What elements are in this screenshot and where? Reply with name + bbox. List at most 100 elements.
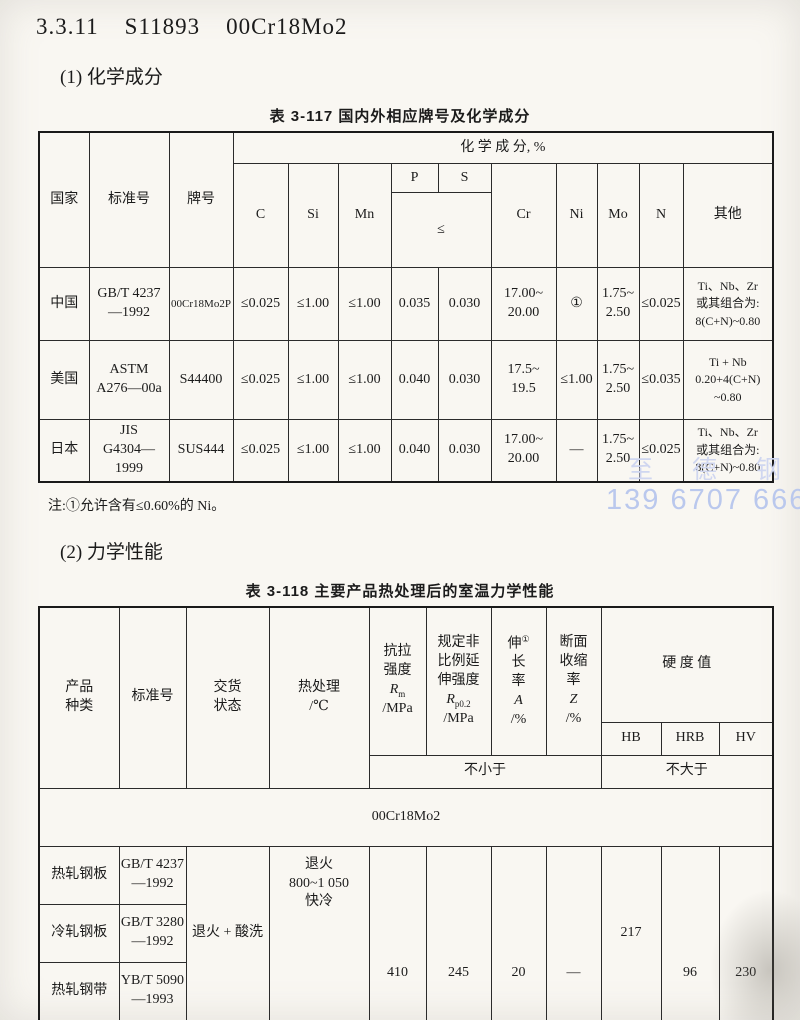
- table-cell: 410: [368, 845, 427, 1020]
- table-cell: HB: [600, 721, 662, 756]
- table-cell: 1.75~ 2.50: [596, 418, 640, 483]
- table-cell: 热处理/℃: [268, 606, 370, 789]
- table-cell: ≤0.025: [232, 267, 289, 341]
- table-cell: 00Cr18Mo2P: [168, 267, 234, 341]
- table-cell: 0.040: [390, 340, 439, 420]
- table-cell: 0.030: [437, 267, 492, 341]
- table-cell: ≤1.00: [555, 340, 598, 420]
- table-cell: GB/T 3280 —1992: [118, 903, 187, 963]
- table-cell: 中国: [38, 267, 90, 341]
- table-cell: 17.00~ 20.00: [490, 418, 557, 483]
- subsection-mechanical-properties: (2) 力学性能: [60, 541, 163, 563]
- table-cell: 交货 状态: [185, 606, 270, 789]
- steel-grade: 00Cr18Mo2: [226, 14, 348, 39]
- table-cell: 退火 800~1 050 快冷: [268, 845, 370, 1020]
- table-cell: Mn: [337, 163, 392, 268]
- table-cell: 0.030: [437, 418, 492, 483]
- table-cell: 退火 + 酸洗: [185, 845, 270, 1020]
- table-row: C Si Mn P S Cr Ni Mo N 其他: [39, 163, 774, 268]
- table-cell: Mo: [596, 163, 640, 268]
- table1-title: 表 3-117 国内外相应牌号及化学成分: [269, 108, 531, 125]
- table-cell: 标准号: [118, 606, 187, 789]
- table-cell: ≤0.025: [232, 340, 289, 420]
- table-cell: 20: [490, 845, 547, 1020]
- table-cell: C: [232, 163, 289, 268]
- table-cell: 0.035: [390, 267, 439, 341]
- table-cell: ≤1.00: [337, 418, 392, 483]
- table-cell: ≤1.00: [287, 340, 339, 420]
- table-row: 00Cr18Mo2: [38, 787, 774, 847]
- table-cell: 断面 收缩率 Z/%: [545, 606, 602, 756]
- table-cell: ≤0.025: [232, 418, 289, 483]
- table-cell: ≤0.025: [638, 267, 684, 341]
- table-cell: 17.5~ 19.5: [490, 340, 557, 420]
- footnote: 注:①允许含有≤0.60%的 Ni。: [48, 498, 226, 514]
- table-cell: 伸① 长率 A/%: [490, 606, 547, 756]
- table-row: HB HRB HV: [39, 721, 774, 756]
- table-row: 产品 种类 标准号 交货 状态 热处理/℃ 抗拉 强度 Rm/MPa 规定非 比例延 伸强度 Rp0.2…: [38, 606, 774, 789]
- table-cell: 产品 种类: [38, 606, 120, 789]
- chemical-composition-table: 国家 标准号 牌号化 学 成 分, % C Si Mn P S Cr Ni Mo N 其他 ≤ 中国 GB/T…: [38, 131, 775, 483]
- subsection-chemical-composition: (1) 化学成分: [60, 67, 163, 88]
- table-cell: ≤1.00: [287, 267, 339, 341]
- table-cell: 热轧钢板: [38, 845, 120, 905]
- table-cell: 国家: [38, 131, 90, 268]
- table-cell: —: [555, 418, 598, 483]
- table-cell: S44400: [168, 340, 234, 420]
- table-cell: ≤0.025: [638, 418, 684, 483]
- table-cell: 标准号: [88, 131, 170, 268]
- table-cell: ≤1.00: [287, 418, 339, 483]
- table-cell: 热轧钢带: [38, 961, 120, 1020]
- table-row: 国家 标准号 牌号化 学 成 分, %: [38, 131, 774, 268]
- table-row: 中国 GB/T 4237 —1992 00Cr18Mo2P ≤0.025 ≤1.00 ≤1.…: [38, 267, 774, 341]
- table-cell: 日本: [38, 418, 90, 483]
- table-cell: ≤1.00: [337, 267, 392, 341]
- table-cell: 230: [718, 845, 774, 1020]
- table-cell: Ti + Nb 0.20+4(C+N) ~0.80: [682, 340, 774, 420]
- table-cell: S: [437, 163, 492, 193]
- table-cell: 冷轧钢板: [38, 903, 120, 963]
- table-cell: 0.030: [437, 340, 492, 420]
- table-cell: JIS G4304—1999: [88, 418, 170, 483]
- table-row: 日本 JIS G4304—1999 SUS444 ≤0.025 ≤1.00 ≤1.00 0.0…: [38, 418, 774, 483]
- table-cell: 17.00~ 20.00: [490, 267, 557, 341]
- table-cell: 规定非 比例延 伸强度 Rp0.2/MPa: [425, 606, 492, 756]
- table-cell: 不小于: [368, 754, 602, 789]
- section-heading: 3.3.11 S11893 00Cr18Mo2: [36, 0, 800, 40]
- table-cell: 其他: [682, 163, 774, 268]
- table-cell: 00Cr18Mo2: [38, 787, 774, 847]
- table-cell: HRB: [660, 721, 720, 756]
- table-cell: 96: [660, 845, 720, 1020]
- table-row: 热轧钢板 GB/T 4237 —1992 退火 + 酸洗 退火 800~1 050 快冷 41…: [38, 845, 774, 1020]
- table-cell: Cr: [490, 163, 557, 268]
- table-row: 热轧钢带 YB/T 5090 —1993: [38, 961, 773, 1020]
- table-cell: P: [390, 163, 439, 193]
- uns-code: S11893: [124, 14, 201, 39]
- table-row: 美国 ASTM A276—00a S44400 ≤0.025 ≤1.00 ≤1.00 0.04…: [38, 340, 774, 420]
- table-cell: Ti、Nb、Zr 或其组合为: 8(C+N)~0.80: [682, 418, 774, 483]
- table-row: 冷轧钢板 GB/T 3280 —1992: [38, 903, 773, 963]
- table-cell: 美国: [38, 340, 90, 420]
- table-cell: 硬 度 值: [600, 606, 774, 723]
- table-cell: 化 学 成 分, %: [232, 131, 774, 164]
- table2-title: 表 3-118 主要产品热处理后的室温力学性能: [245, 582, 555, 600]
- table-cell: —: [545, 845, 602, 1020]
- table-cell: Si: [287, 163, 339, 268]
- table-cell: ①: [555, 267, 598, 341]
- table-cell: ≤1.00: [337, 340, 392, 420]
- table-cell: 0.040: [390, 418, 439, 483]
- table-cell: ≤: [390, 192, 492, 268]
- section-number: 3.3.11: [36, 14, 99, 39]
- table-cell: ASTM A276—00a: [88, 340, 170, 420]
- table-cell: HV: [718, 721, 774, 756]
- table-cell: ≤0.035: [638, 340, 684, 420]
- table-cell: GB/T 4237 —1992: [88, 267, 170, 341]
- page-curl-shadow: [710, 890, 800, 1020]
- table-row: ≤: [39, 192, 773, 268]
- table-cell: 217: [600, 845, 662, 1020]
- table-cell: N: [638, 163, 684, 268]
- table-cell: Ni: [555, 163, 598, 268]
- table-cell: Ti、Nb、Zr 或其组合为: 8(C+N)~0.80: [682, 267, 774, 341]
- table-cell: 牌号: [168, 131, 234, 268]
